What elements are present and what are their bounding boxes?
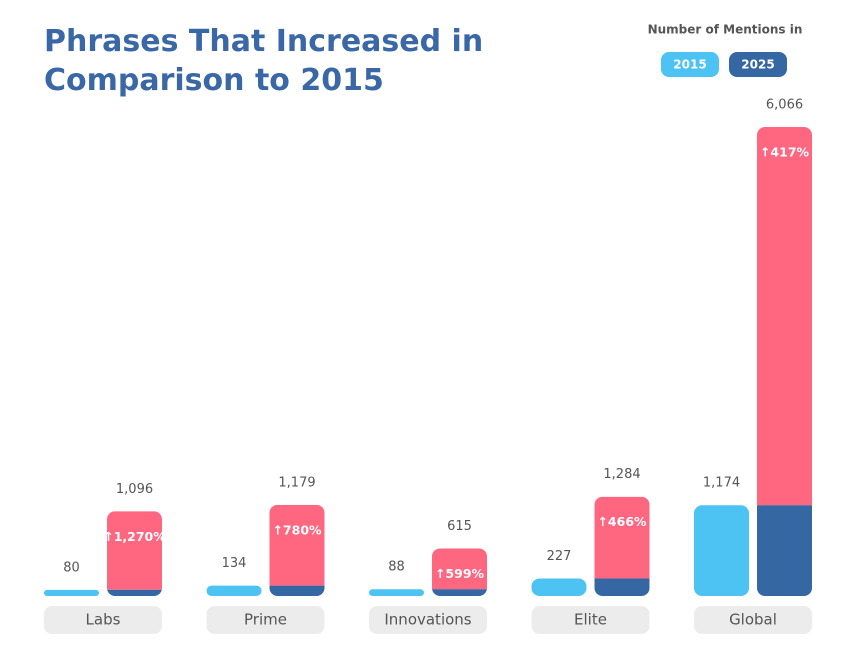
value-label: 1,096 (116, 482, 153, 497)
bar-2025-increase (757, 127, 812, 506)
change-label: ↑466% (597, 514, 647, 529)
legend-label: 2025 (741, 58, 774, 72)
bar-2025-group (432, 548, 487, 596)
x-tick-label: Global (729, 611, 777, 629)
value-label: 1,174 (703, 476, 740, 491)
legend-swatch (729, 52, 787, 77)
category-pill (531, 606, 650, 634)
x-tick-label: Elite (574, 611, 607, 629)
value-label: 80 (63, 560, 80, 575)
bar-2025-base (594, 578, 650, 596)
category-pill (44, 606, 162, 634)
bar-2025-base (107, 589, 162, 596)
legend-label: 2015 (673, 58, 706, 72)
bar-2025-increase (594, 496, 650, 579)
value-label: 615 (447, 519, 472, 534)
bar-2025-increase (432, 548, 487, 590)
legend-title: Number of Mentions in (648, 23, 803, 37)
value-label: 6,066 (766, 98, 803, 113)
bar-2025-increase (269, 504, 325, 586)
change-label: ↑780% (272, 522, 322, 537)
x-tick-label: Prime (244, 611, 287, 629)
legend-swatch (661, 52, 719, 77)
bar-2025-base (432, 589, 487, 596)
value-label: 227 (547, 549, 572, 564)
bar-2025-increase (107, 511, 162, 590)
bar-2025-base (757, 505, 812, 596)
bar-2015 (369, 589, 424, 596)
change-label: ↑1,270% (103, 529, 166, 544)
chart-title: Phrases That Increased in (44, 24, 483, 59)
bar-2025-base (269, 585, 325, 596)
change-label: ↑417% (760, 145, 810, 160)
x-tick-label: Innovations (384, 611, 471, 629)
bar-2015 (44, 589, 99, 596)
chart-title: Comparison to 2015 (44, 63, 384, 98)
x-tick-label: Labs (86, 611, 121, 629)
change-label: ↑599% (435, 566, 485, 581)
category-pill (369, 606, 487, 634)
bar-2025-group (269, 504, 325, 596)
value-label: 1,179 (278, 475, 315, 490)
value-label: 134 (222, 556, 247, 571)
bar-2015 (694, 505, 749, 596)
value-label: 88 (388, 560, 405, 575)
bar-2025-group (757, 127, 812, 596)
value-label: 1,284 (603, 467, 640, 482)
category-pill (694, 606, 812, 634)
bar-2025-group (107, 511, 162, 596)
bar-2015 (206, 585, 262, 596)
category-pill (206, 606, 325, 634)
bar-2015 (531, 578, 587, 596)
bar-2025-group (594, 496, 650, 596)
